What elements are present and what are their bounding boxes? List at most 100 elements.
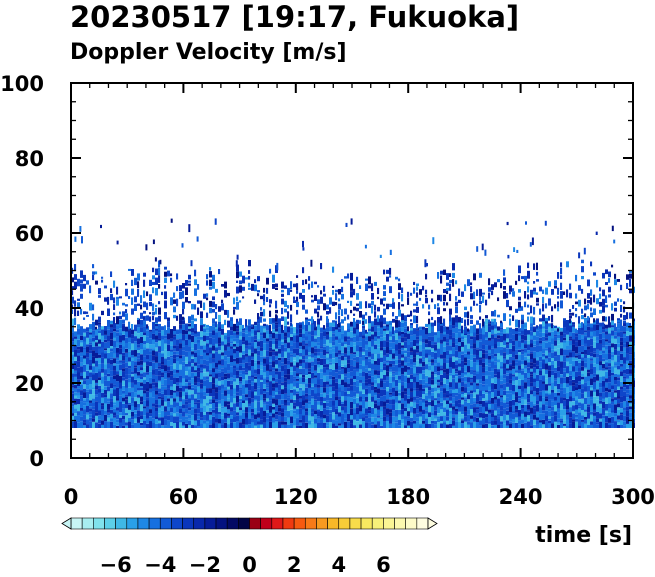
echo-cell	[269, 362, 272, 365]
echo-cell	[167, 372, 170, 378]
echo-cell	[377, 353, 380, 359]
echo-cell	[473, 336, 476, 344]
echo-cell	[347, 372, 350, 379]
echo-cell	[242, 419, 245, 425]
echo-cell	[299, 377, 302, 385]
echo-cell	[572, 312, 575, 316]
echo-cell	[446, 273, 449, 280]
echo-cell	[359, 331, 362, 338]
echo-cell	[365, 422, 368, 428]
echo-cell	[413, 373, 416, 377]
echo-cell	[566, 345, 569, 350]
echo-cell	[242, 367, 245, 371]
echo-cell	[194, 420, 197, 426]
echo-cell	[275, 382, 278, 388]
echo-cell	[179, 364, 182, 370]
echo-cell	[101, 376, 104, 379]
echo-cell	[272, 413, 275, 418]
echo-cell	[380, 341, 383, 348]
echo-cell	[518, 365, 521, 370]
echo-cell	[98, 324, 101, 328]
echo-cell	[326, 351, 329, 354]
echo-cell	[587, 376, 590, 382]
echo-cell	[461, 386, 464, 392]
echo-cell	[188, 389, 191, 395]
echo-cell	[257, 421, 260, 425]
echo-cell	[203, 406, 206, 413]
echo-cell	[521, 370, 524, 375]
echo-cell	[482, 318, 485, 327]
echo-cell	[236, 390, 239, 393]
echo-cell	[212, 402, 215, 410]
echo-cell	[437, 307, 440, 315]
echo-cell	[608, 340, 611, 344]
echo-cell	[89, 360, 92, 366]
echo-cell	[152, 333, 155, 340]
echo-cell	[593, 353, 596, 358]
echo-cell	[608, 408, 611, 413]
echo-cell	[461, 373, 464, 378]
echo-cell	[293, 360, 296, 366]
echo-cell	[437, 348, 440, 354]
echo-cell	[224, 290, 227, 298]
echo-cell	[344, 412, 347, 419]
echo-cell	[194, 357, 197, 363]
echo-cell	[86, 406, 89, 413]
echo-cell	[368, 361, 371, 369]
echo-cell	[74, 338, 77, 345]
echo-cell	[281, 413, 284, 417]
echo-cell	[464, 312, 467, 318]
echo-cell	[377, 287, 380, 295]
echo-cell	[116, 357, 119, 361]
echo-cell	[206, 346, 209, 353]
echo-cell	[473, 348, 476, 355]
echo-cell	[344, 364, 347, 368]
echo-cell	[140, 370, 143, 374]
echo-cell	[551, 358, 554, 361]
echo-cell	[146, 372, 149, 375]
echo-cell	[161, 391, 164, 394]
echo-cell	[581, 338, 584, 346]
echo-cell	[218, 377, 221, 381]
echo-cell	[524, 275, 527, 283]
echo-cell	[200, 398, 203, 404]
echo-cell	[257, 332, 260, 339]
echo-cell	[581, 398, 584, 404]
echo-cell	[245, 384, 248, 388]
echo-cell	[206, 379, 209, 386]
echo-cell	[233, 343, 236, 347]
echo-cell	[545, 342, 548, 349]
echo-cell	[614, 367, 617, 374]
echo-cell	[515, 370, 518, 373]
echo-cell	[71, 327, 74, 333]
echo-cell	[188, 394, 191, 399]
echo-cell	[128, 361, 131, 366]
echo-cell	[284, 336, 287, 340]
echo-cell	[212, 358, 215, 363]
echo-cell	[347, 396, 350, 402]
echo-cell	[341, 368, 344, 375]
echo-cell	[200, 423, 203, 428]
echo-cell	[500, 380, 503, 385]
echo-cell	[170, 365, 173, 371]
echo-cell	[599, 350, 602, 355]
echo-cell	[251, 375, 254, 378]
echo-cell	[578, 323, 581, 326]
echo-cell	[431, 348, 434, 352]
echo-cell	[101, 326, 104, 330]
echo-cell	[518, 307, 521, 312]
echo-cell	[494, 389, 497, 393]
echo-cell	[500, 346, 503, 350]
echo-cell	[365, 408, 368, 413]
echo-cell	[191, 409, 194, 416]
echo-cell	[107, 386, 110, 392]
echo-cell	[452, 368, 455, 375]
echo-cell	[119, 422, 122, 428]
echo-cell	[557, 334, 560, 339]
echo-cell	[563, 397, 566, 401]
echo-cell	[218, 314, 221, 322]
echo-cell	[266, 404, 269, 411]
echo-cell	[578, 327, 581, 335]
echo-cell	[545, 348, 548, 351]
echo-cell	[374, 360, 377, 365]
